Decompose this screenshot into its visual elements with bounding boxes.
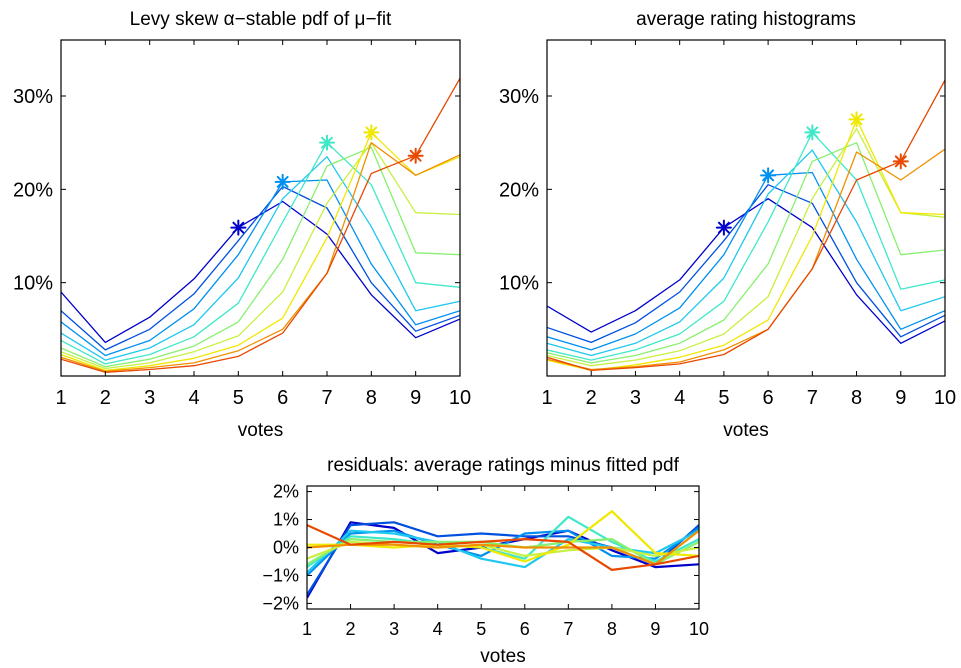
peak-marker-5 [319,134,335,151]
x-tick-label: 6 [277,387,288,409]
peak-marker-8 [848,111,865,128]
x-axis-label: votes [238,420,283,441]
plot-frame [546,39,946,377]
series-line-1 [547,198,945,344]
x-tick-label: 1 [55,387,66,409]
series-line-10 [307,524,699,572]
plot-frame [306,485,700,610]
series-line-8 [61,131,460,372]
y-tick-label: 1% [273,510,299,530]
peak-marker-3 [274,173,291,190]
x-tick-label: 1 [541,387,552,409]
series-line-9 [61,142,460,372]
series-line-5 [61,142,460,365]
chart-title: residuals: average ratings minus fitted … [327,455,679,476]
series-line-3 [61,179,460,357]
series-group [61,77,460,373]
x-tick-label: 2 [346,619,356,639]
x-tick-label: 1 [302,619,312,639]
chart-title: average rating histograms [636,9,856,30]
x-tick-label: 3 [630,387,641,409]
x-tick-label: 4 [188,387,199,409]
series-line-4 [547,149,945,357]
x-tick-label: 3 [389,619,399,639]
peak-marker-5 [804,124,821,141]
x-axis-label: votes [723,420,768,441]
peak-marker-1 [715,219,732,236]
x-tick-label: 8 [366,387,377,409]
series-line-2 [61,185,460,351]
series-line-1 [61,200,460,344]
series-group [307,510,699,599]
y-tick-label: −2% [262,593,299,613]
series-line-6 [61,146,460,368]
x-tick-label: 2 [100,387,111,409]
series-line-7 [547,128,945,367]
y-tick-label: 10% [13,273,53,295]
series-line-4 [61,156,460,361]
series-line-4 [307,529,699,574]
x-tick-label: 4 [674,387,685,409]
series-line-3 [547,171,945,351]
series-group [547,79,945,372]
series-line-9 [547,148,945,371]
series-line-10 [61,77,460,373]
y-tick-label: −1% [262,565,299,585]
x-axis-label: votes [480,646,525,667]
x-tick-label: 9 [410,387,421,409]
y-tick-label: 2% [273,482,299,502]
peak-marker-10 [892,153,909,170]
x-tick-label: 5 [476,619,486,639]
chart-panel-3: residuals: average ratings minus fitted … [262,455,709,667]
y-tick-label: 30% [499,86,539,108]
x-tick-label: 9 [895,387,906,409]
series-line-6 [547,142,945,364]
x-tick-label: 8 [851,387,862,409]
x-tick-label: 5 [233,387,244,409]
chart-panel-2: average rating histograms 1 2 3 4 5 6 7 8 9 10 10% 2… [499,9,956,441]
x-tick-label: 3 [144,387,155,409]
x-tick-label: 7 [563,619,573,639]
y-tick-label: 20% [13,179,53,201]
x-tick-label: 2 [586,387,597,409]
x-tick-label: 8 [607,619,617,639]
peak-marker-3 [760,167,777,184]
x-tick-label: 9 [650,619,660,639]
series-line-8 [307,510,699,563]
chart-panel-1: Levy skew α−stable pdf of μ−fit 1 2 3 4 5 6 7 8 9… [13,9,471,441]
peak-marker-10 [407,147,424,164]
chart-title: Levy skew α−stable pdf of μ−fit [130,9,392,30]
x-tick-label: 10 [689,619,709,639]
series-line-9 [307,529,699,566]
y-tick-label: 0% [273,538,299,558]
x-tick-label: 4 [433,619,443,639]
x-tick-label: 10 [934,387,956,409]
x-tick-label: 6 [763,387,774,409]
x-tick-label: 7 [807,387,818,409]
y-tick-label: 20% [499,179,539,201]
series-line-7 [61,142,460,370]
series-line-10 [547,79,945,372]
peak-marker-1 [230,219,247,236]
series-line-2 [547,184,945,344]
series-line-1 [307,521,699,599]
x-tick-label: 7 [321,387,332,409]
series-line-5 [547,131,945,361]
x-tick-label: 6 [520,619,530,639]
plot-frame [60,39,461,377]
y-tick-label: 30% [13,86,53,108]
peak-marker-8 [363,124,380,141]
series-line-8 [547,118,945,372]
x-tick-label: 10 [449,387,471,409]
x-tick-label: 5 [718,387,729,409]
y-tick-label: 10% [499,273,539,295]
